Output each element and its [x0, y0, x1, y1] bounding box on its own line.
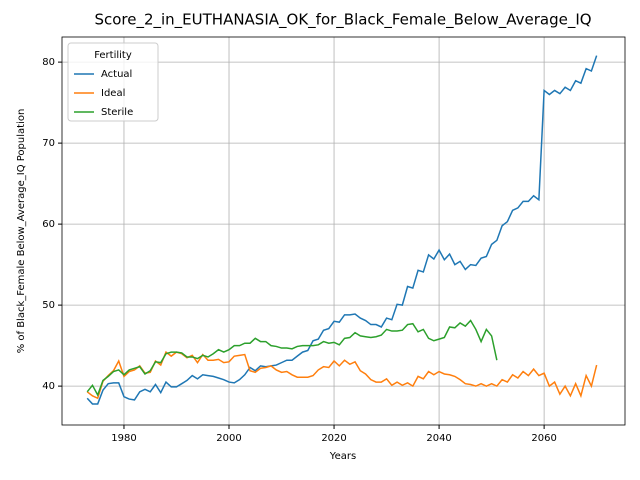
series-line: [86, 350, 598, 400]
legend-label: Sterile: [101, 107, 133, 118]
x-axis-label: Years: [329, 451, 356, 462]
series-line: [86, 55, 598, 405]
x-tick-label: 2020: [321, 433, 346, 444]
legend-label: Ideal: [101, 88, 125, 99]
y-axis-label: % of Black_Female Below_Average_IQ Popul…: [16, 109, 27, 354]
y-tick-label: 60: [42, 219, 55, 230]
x-tick-label: 1980: [111, 433, 136, 444]
chart-title: Score_2_in_EUTHANASIA_OK_for_Black_Femal…: [94, 11, 591, 30]
legend-box: [67, 42, 159, 122]
x-tick-label: 2040: [426, 433, 451, 444]
y-tick-label: 50: [42, 300, 55, 311]
legend-label: Actual: [101, 69, 132, 80]
y-tick-label: 80: [42, 57, 55, 68]
plot-frame: [61, 36, 626, 426]
y-tick-label: 70: [42, 138, 55, 149]
y-tick-label: 40: [42, 381, 55, 392]
series-line: [86, 319, 498, 397]
plot-lines: [86, 55, 598, 405]
legend: Fertility Actual Ideal Sterile: [67, 42, 159, 122]
legend-title: Fertility: [94, 50, 132, 61]
x-tick-label: 2060: [531, 433, 556, 444]
x-tick-label: 2000: [216, 433, 241, 444]
